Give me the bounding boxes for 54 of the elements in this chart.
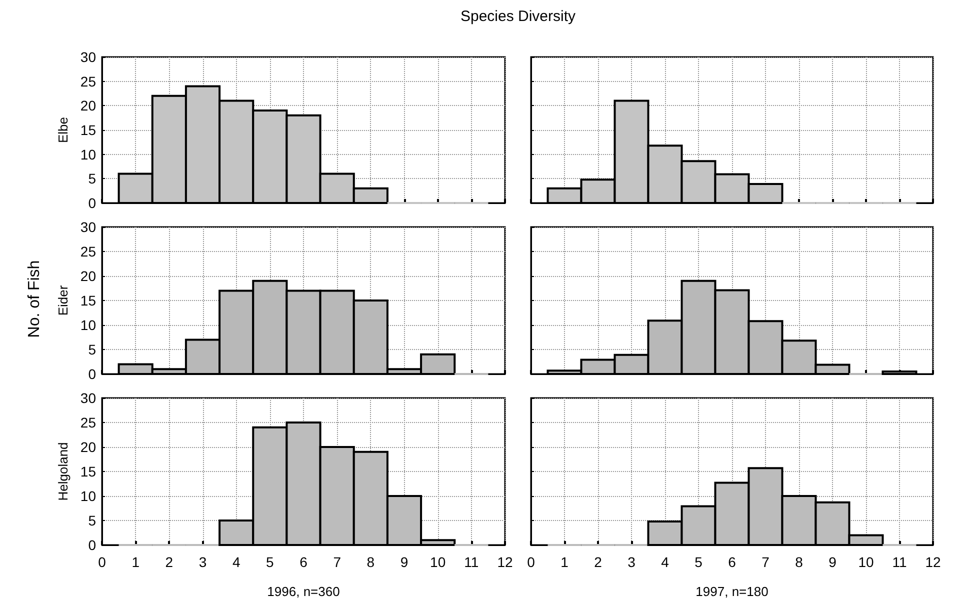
y-tick-label: 20 [80, 98, 96, 114]
y-tick-label: 5 [88, 512, 96, 528]
x-tick-label: 12 [497, 554, 513, 570]
y-tick-label: 5 [88, 170, 96, 187]
y-tick-label: 20 [80, 268, 96, 284]
x-tick-label: 9 [400, 554, 408, 570]
x-tick-label: 3 [198, 554, 207, 570]
x-tick-label: 9 [828, 554, 837, 570]
y-tick-label: 30 [80, 390, 96, 406]
x-tick-label: 8 [366, 554, 375, 570]
x-tick-label: 4 [232, 554, 240, 570]
x-tick-label: 1 [560, 554, 569, 570]
x-tick-label: 7 [333, 554, 342, 570]
x-axis-title: 1996, n=360 [267, 584, 340, 599]
x-tick-label: 6 [728, 554, 736, 570]
chart-title: Species Diversity [459, 8, 577, 25]
y-tick-label: 30 [80, 49, 96, 65]
x-tick-label: 2 [594, 554, 602, 570]
x-tick-label: 7 [762, 554, 770, 570]
y-tick-label: 20 [80, 439, 96, 455]
y-tick-label: 10 [80, 488, 96, 504]
x-tick-label: 8 [795, 554, 804, 570]
y-tick-label: 25 [80, 244, 96, 260]
y-tick-label: 15 [80, 122, 96, 138]
x-tick-label: 1 [132, 554, 140, 570]
y-tick-label: 5 [88, 342, 96, 358]
x-tick-label: 5 [694, 554, 703, 570]
y-tick-label: 0 [88, 195, 96, 211]
text: No. of Fish [26, 259, 44, 340]
x-tick-label: 6 [300, 554, 308, 570]
y-tick-label: 0 [88, 537, 96, 553]
y-tick-label: 30 [80, 219, 96, 235]
y-tick-label: 10 [80, 317, 96, 333]
x-axis-title: 1997, n=180 [696, 584, 768, 599]
x-tick-label: 11 [464, 554, 479, 570]
y-tick-label: 15 [80, 292, 96, 308]
x-tick-label: 0 [98, 554, 106, 570]
y-tick-label: 25 [80, 414, 96, 430]
x-tick-label: 11 [892, 554, 907, 570]
y-axis-title: Eider [56, 284, 71, 316]
y-axis-title: Helgoland [56, 442, 71, 501]
y-tick-label: 10 [80, 146, 96, 162]
x-tick-label: 10 [858, 554, 874, 570]
x-tick-label: 12 [925, 554, 941, 570]
x-tick-label: 5 [266, 554, 274, 570]
x-tick-label: 10 [430, 554, 446, 570]
y-tick-label: 25 [80, 73, 96, 90]
x-tick-label: 3 [628, 554, 636, 570]
y-tick-label: 15 [80, 464, 96, 480]
x-tick-label: 4 [661, 554, 670, 570]
x-tick-label: 0 [527, 554, 536, 570]
y-axis-title: Elbe [56, 116, 71, 144]
y-tick-label: 0 [88, 366, 96, 382]
x-tick-label: 2 [165, 554, 174, 570]
